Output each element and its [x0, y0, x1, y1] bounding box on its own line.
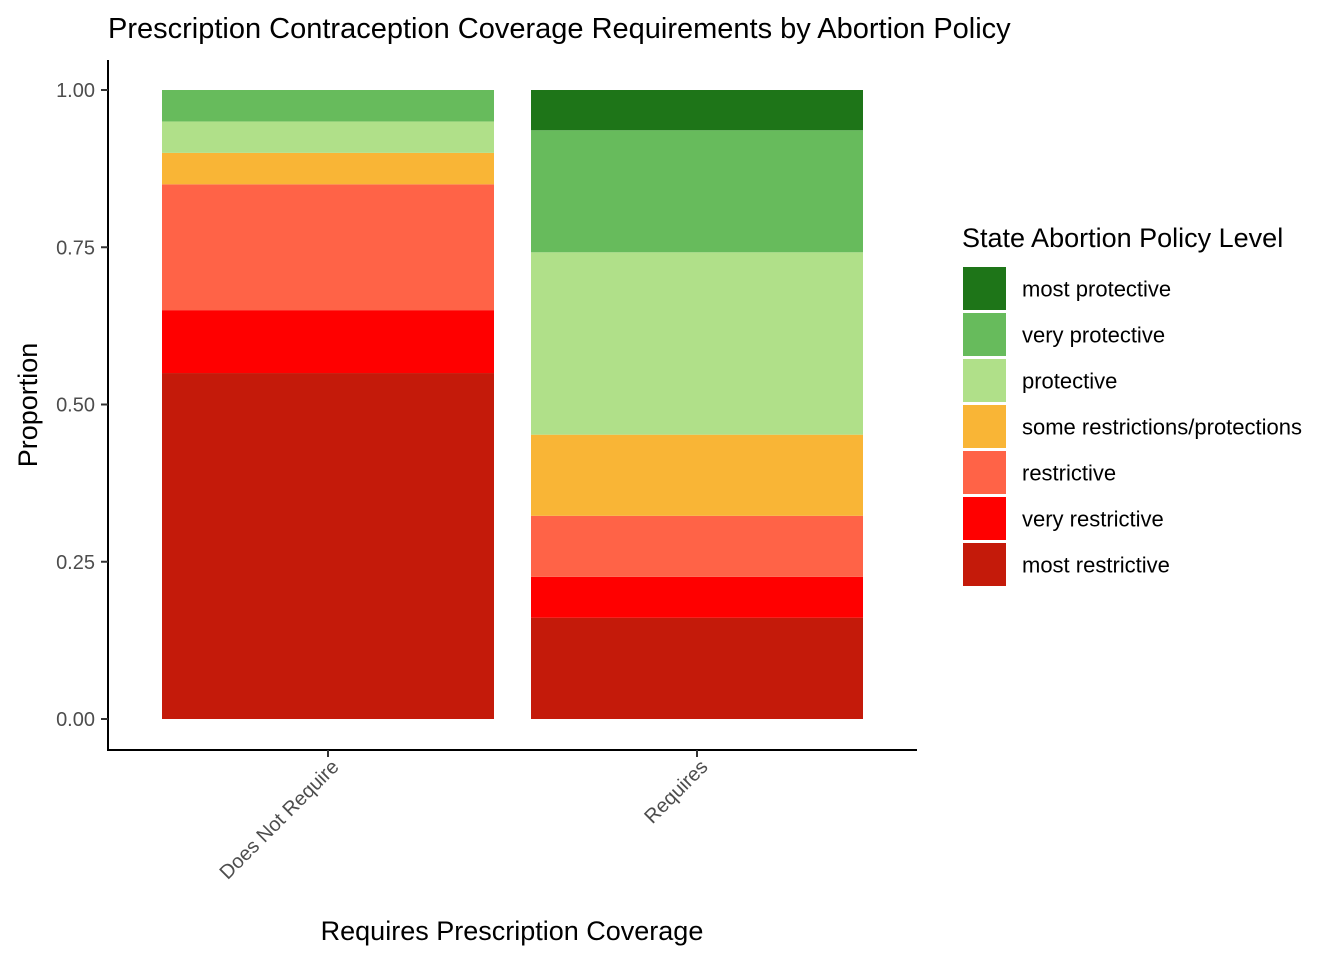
x-tick-label: Requires [640, 756, 712, 828]
bar-segment-requires-some-restrictions-protections [531, 434, 863, 516]
bar-segment-requires-most-protective [531, 90, 863, 131]
legend-swatch-some-restrictions-protections [963, 405, 1006, 448]
bar-segment-does-not-require-some-restrictions-protections [162, 152, 494, 185]
legend-swatch-restrictive [963, 451, 1006, 494]
legend-label-protective: protective [1022, 369, 1117, 394]
bars-group [162, 90, 863, 719]
bar-segment-does-not-require-restrictive [162, 184, 494, 311]
bar-segment-requires-very-protective [531, 130, 863, 253]
bar-segment-requires-very-restrictive [531, 576, 863, 618]
bar-segment-requires-protective [531, 252, 863, 435]
legend: State Abortion Policy Level most protect… [962, 223, 1302, 586]
legend-label-very-restrictive: very restrictive [1022, 507, 1164, 532]
x-axis-title: Requires Prescription Coverage [321, 916, 704, 946]
x-ticks-group: Does Not Require Requires [216, 750, 713, 884]
legend-swatch-very-restrictive [963, 497, 1006, 540]
legend-label-most-restrictive: most restrictive [1022, 553, 1170, 578]
chart-title: Prescription Contraception Coverage Requ… [108, 13, 1011, 45]
legend-swatch-very-protective [963, 313, 1006, 356]
legend-swatch-most-restrictive [963, 543, 1006, 586]
legend-label-some-restrictions-protections: some restrictions/protections [1022, 415, 1302, 440]
bar-segment-requires-most-restrictive [531, 617, 863, 719]
y-tick-label: 1.00 [56, 80, 95, 102]
legend-label-restrictive: restrictive [1022, 461, 1116, 486]
legend-swatch-protective [963, 359, 1006, 402]
bar-segment-requires-restrictive [531, 515, 863, 577]
bar-segment-does-not-require-most-restrictive [162, 373, 494, 719]
legend-label-very-protective: very protective [1022, 323, 1165, 348]
y-tick-label: 0.50 [56, 395, 95, 417]
bar-segment-does-not-require-very-protective [162, 90, 494, 122]
y-tick-label: 0.25 [56, 552, 95, 574]
bar-segment-does-not-require-very-restrictive [162, 310, 494, 374]
y-tick-label: 0.00 [56, 709, 95, 731]
legend-title: State Abortion Policy Level [962, 223, 1283, 253]
bar-segment-does-not-require-protective [162, 121, 494, 153]
y-ticks-group: 0.00 0.25 0.50 0.75 1.00 [56, 80, 108, 731]
x-tick-label: Does Not Require [216, 756, 344, 884]
legend-label-most-protective: most protective [1022, 277, 1171, 302]
legend-swatch-most-protective [963, 267, 1006, 310]
y-axis-title: Proportion [13, 343, 43, 468]
y-tick-label: 0.75 [56, 237, 95, 259]
